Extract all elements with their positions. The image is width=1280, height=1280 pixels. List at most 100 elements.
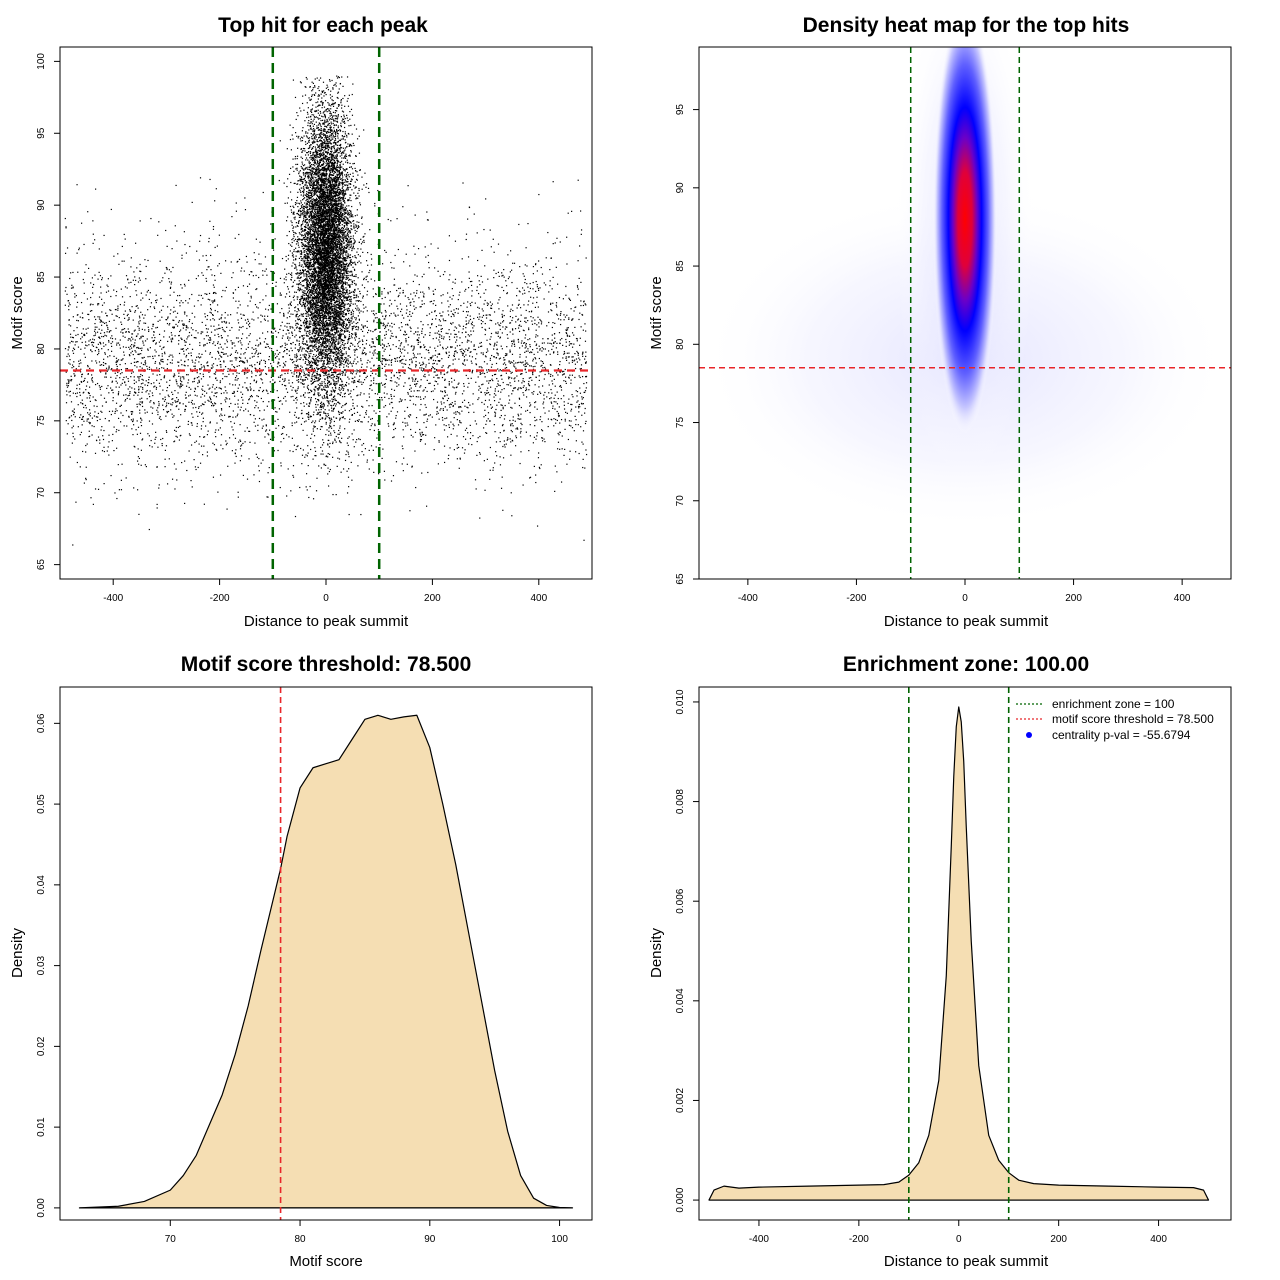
scatter-point (516, 375, 517, 376)
scatter-point (578, 411, 579, 412)
scatter-point (405, 399, 406, 400)
scatter-point (251, 319, 252, 320)
scatter-point (136, 347, 137, 348)
scatter-point (408, 344, 409, 345)
scatter-point (457, 448, 458, 449)
scatter-point (418, 342, 419, 343)
scatter-point (244, 382, 245, 383)
scatter-point (580, 393, 581, 394)
scatter-point (236, 350, 237, 351)
scatter-point (284, 364, 285, 365)
scatter-point (168, 411, 169, 412)
scatter-point (475, 358, 476, 359)
scatter-point (433, 303, 434, 304)
scatter-point (213, 229, 214, 230)
scatter-point (550, 365, 551, 366)
scatter-point (182, 287, 183, 288)
scatter-point (71, 415, 72, 416)
scatter-point (97, 304, 98, 305)
scatter-point (395, 428, 396, 429)
scatter-point (185, 300, 186, 301)
scatter-point (182, 349, 183, 350)
scatter-point (289, 174, 290, 175)
scatter-point (182, 302, 183, 303)
scatter-point (154, 349, 155, 350)
scatter-point (154, 363, 155, 364)
scatter-point (238, 301, 239, 302)
scatter-point (459, 420, 460, 421)
scatter-point (204, 338, 205, 339)
scatter-point (217, 245, 218, 246)
scatter-point (290, 313, 291, 314)
scatter-point (119, 489, 120, 490)
scatter-point (124, 302, 125, 303)
scatter-point (365, 306, 366, 307)
scatter-point (130, 346, 131, 347)
scatter-point (356, 439, 357, 440)
scatter-point (527, 304, 528, 305)
scatter-point (203, 418, 204, 419)
scatter-point (140, 422, 141, 423)
scatter-point (170, 271, 171, 272)
scatter-point (519, 356, 520, 357)
scatter-point (83, 279, 84, 280)
scatter-point (149, 401, 150, 402)
scatter-point (225, 440, 226, 441)
scatter-point (411, 387, 412, 388)
scatter-point (110, 275, 111, 276)
scatter-point (229, 383, 230, 384)
scatter-point (384, 366, 385, 367)
scatter-point (553, 425, 554, 426)
scatter-point (458, 324, 459, 325)
scatter-point (558, 398, 559, 399)
scatter-point (65, 226, 66, 227)
scatter-point (508, 384, 509, 385)
scatter-point (499, 297, 500, 298)
scatter-point (517, 418, 518, 419)
scatter-point (67, 387, 68, 388)
scatter-point (142, 298, 143, 299)
scatter-point (149, 367, 150, 368)
scatter-point (578, 424, 579, 425)
scatter-point (492, 380, 493, 381)
scatter-point (386, 325, 387, 326)
scatter-point (492, 407, 493, 408)
scatter-point (455, 342, 456, 343)
scatter-point (156, 342, 157, 343)
scatter-point (446, 425, 447, 426)
scatter-point (425, 414, 426, 415)
scatter-point (144, 315, 145, 316)
scatter-point (188, 421, 189, 422)
scatter-point (530, 297, 531, 298)
scatter-point (454, 417, 455, 418)
scatter-point (128, 340, 129, 341)
scatter-point (468, 443, 469, 444)
scatter-point (149, 421, 150, 422)
scatter-point (255, 405, 256, 406)
scatter-point (147, 356, 148, 357)
scatter-point (175, 335, 176, 336)
scatter-point (390, 330, 391, 331)
scatter-point (498, 391, 499, 392)
scatter-point (528, 450, 529, 451)
scatter-point (533, 266, 534, 267)
scatter-point (559, 415, 560, 416)
scatter-point (381, 363, 382, 364)
scatter-point (207, 319, 208, 320)
scatter-point (497, 303, 498, 304)
scatter-point (154, 337, 155, 338)
scatter-point (194, 306, 195, 307)
scatter-point (369, 229, 370, 230)
scatter-point (384, 335, 385, 336)
scatter-point (349, 419, 350, 420)
scatter-point (235, 377, 236, 378)
scatter-point (289, 350, 290, 351)
scatter-point (213, 384, 214, 385)
scatter-point (448, 458, 449, 459)
scatter-point (411, 359, 412, 360)
scatter-point (412, 466, 413, 467)
scatter-point (505, 280, 506, 281)
scatter-point (500, 432, 501, 433)
scatter-point (525, 364, 526, 365)
scatter-point (248, 324, 249, 325)
